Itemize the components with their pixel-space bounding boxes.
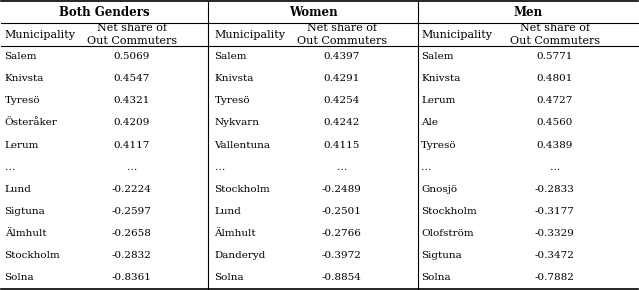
Text: Men: Men xyxy=(513,6,543,19)
Text: Gnosjö: Gnosjö xyxy=(421,185,458,194)
Text: Stockholm: Stockholm xyxy=(215,185,270,194)
Text: -0.3329: -0.3329 xyxy=(535,229,575,238)
Text: Municipality: Municipality xyxy=(4,30,75,39)
Text: Nykvarn: Nykvarn xyxy=(215,118,259,127)
Text: 0.4321: 0.4321 xyxy=(114,96,150,105)
Text: Lund: Lund xyxy=(215,207,242,216)
Text: 0.5771: 0.5771 xyxy=(537,52,573,61)
Text: -0.2224: -0.2224 xyxy=(112,185,151,194)
Text: Danderyd: Danderyd xyxy=(215,251,266,260)
Text: Net share of
Out Commuters: Net share of Out Commuters xyxy=(87,23,177,46)
Text: 0.4115: 0.4115 xyxy=(323,140,360,150)
Text: Lerum: Lerum xyxy=(4,140,39,150)
Text: Lund: Lund xyxy=(4,185,31,194)
Text: …: … xyxy=(127,163,137,172)
Text: Tyresö: Tyresö xyxy=(421,140,457,150)
Text: 0.4397: 0.4397 xyxy=(323,52,360,61)
Text: -0.2832: -0.2832 xyxy=(112,251,151,260)
Text: …: … xyxy=(4,163,15,172)
Text: Tyresö: Tyresö xyxy=(215,96,250,105)
Text: 0.4209: 0.4209 xyxy=(114,118,150,127)
Text: 0.4547: 0.4547 xyxy=(114,74,150,83)
Text: Ale: Ale xyxy=(421,118,438,127)
Text: 0.4727: 0.4727 xyxy=(537,96,573,105)
Text: -0.8854: -0.8854 xyxy=(322,273,362,282)
Text: Älmhult: Älmhult xyxy=(215,229,256,238)
Text: Stockholm: Stockholm xyxy=(421,207,477,216)
Text: Olofström: Olofström xyxy=(421,229,474,238)
Text: Stockholm: Stockholm xyxy=(4,251,60,260)
Text: Knivsta: Knivsta xyxy=(4,74,44,83)
Text: Salem: Salem xyxy=(421,52,454,61)
Text: Municipality: Municipality xyxy=(215,30,286,39)
Text: 0.4801: 0.4801 xyxy=(537,74,573,83)
Text: …: … xyxy=(215,163,225,172)
Text: Salem: Salem xyxy=(4,52,37,61)
Text: Knivsta: Knivsta xyxy=(421,74,461,83)
Text: -0.3972: -0.3972 xyxy=(322,251,362,260)
Text: Knivsta: Knivsta xyxy=(215,74,254,83)
Text: Net share of
Out Commuters: Net share of Out Commuters xyxy=(510,23,600,46)
Text: -0.2489: -0.2489 xyxy=(322,185,362,194)
Text: Net share of
Out Commuters: Net share of Out Commuters xyxy=(296,23,387,46)
Text: 0.4560: 0.4560 xyxy=(537,118,573,127)
Text: -0.8361: -0.8361 xyxy=(112,273,151,282)
Text: Sigtuna: Sigtuna xyxy=(4,207,45,216)
Text: Both Genders: Both Genders xyxy=(59,6,150,19)
Text: Lerum: Lerum xyxy=(421,96,456,105)
Text: -0.2501: -0.2501 xyxy=(322,207,362,216)
Text: 0.4389: 0.4389 xyxy=(537,140,573,150)
Text: -0.2766: -0.2766 xyxy=(322,229,362,238)
Text: Österåker: Österåker xyxy=(4,118,58,127)
Text: -0.7882: -0.7882 xyxy=(535,273,575,282)
Text: Vallentuna: Vallentuna xyxy=(215,140,270,150)
Text: …: … xyxy=(550,163,560,172)
Text: …: … xyxy=(421,163,432,172)
Text: -0.3472: -0.3472 xyxy=(535,251,575,260)
Text: Sigtuna: Sigtuna xyxy=(421,251,462,260)
Text: 0.5069: 0.5069 xyxy=(114,52,150,61)
Text: -0.2833: -0.2833 xyxy=(535,185,575,194)
Text: 0.4254: 0.4254 xyxy=(323,96,360,105)
Text: -0.2658: -0.2658 xyxy=(112,229,151,238)
Text: Women: Women xyxy=(289,6,337,19)
Text: Tyresö: Tyresö xyxy=(4,96,40,105)
Text: -0.2597: -0.2597 xyxy=(112,207,151,216)
Text: …: … xyxy=(337,163,347,172)
Text: Solna: Solna xyxy=(4,273,35,282)
Text: Solna: Solna xyxy=(215,273,244,282)
Text: Salem: Salem xyxy=(215,52,247,61)
Text: -0.3177: -0.3177 xyxy=(535,207,575,216)
Text: 0.4242: 0.4242 xyxy=(323,118,360,127)
Text: 0.4117: 0.4117 xyxy=(114,140,150,150)
Text: Municipality: Municipality xyxy=(421,30,492,39)
Text: Älmhult: Älmhult xyxy=(4,229,46,238)
Text: Solna: Solna xyxy=(421,273,451,282)
Text: 0.4291: 0.4291 xyxy=(323,74,360,83)
